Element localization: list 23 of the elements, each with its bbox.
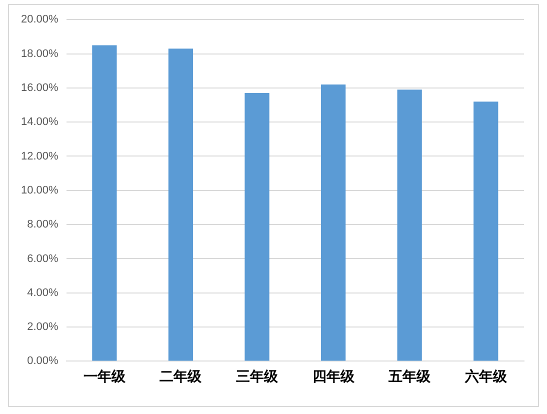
y-tick-label: 16.00% xyxy=(20,82,59,94)
x-tick-label: 三年级 xyxy=(236,369,280,386)
y-tick-label: 12.00% xyxy=(20,150,59,162)
y-tick-label: 0.00% xyxy=(27,355,59,368)
y-tick-label: 14.00% xyxy=(20,116,59,128)
x-tick-label: 二年级 xyxy=(160,369,203,386)
y-tick-label: 18.00% xyxy=(20,48,59,60)
y-tick-label: 8.00% xyxy=(27,218,59,231)
x-tick-label: 四年级 xyxy=(312,369,356,386)
x-tick-label: 一年级 xyxy=(83,369,126,386)
y-tick-label: 10.00% xyxy=(20,184,59,196)
bar xyxy=(244,93,270,361)
y-tick-label: 2.00% xyxy=(27,321,59,334)
y-tick-label: 4.00% xyxy=(27,286,59,299)
bar xyxy=(397,90,422,361)
y-tick-label: 6.00% xyxy=(27,252,59,265)
bar xyxy=(92,45,117,361)
bar xyxy=(168,48,194,361)
bar xyxy=(320,84,346,361)
x-tick-label: 六年级 xyxy=(464,368,508,386)
y-tick-label: 20.00% xyxy=(20,14,59,26)
x-tick-label: 五年级 xyxy=(388,369,432,386)
bar xyxy=(474,102,498,361)
